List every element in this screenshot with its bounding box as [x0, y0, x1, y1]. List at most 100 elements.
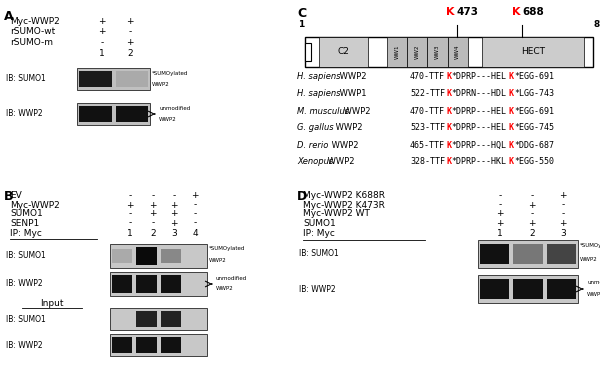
Text: K: K: [509, 107, 514, 115]
Text: C2: C2: [338, 47, 350, 57]
Text: -: -: [530, 209, 533, 219]
Bar: [305, 37, 593, 67]
Text: *SUMOylated: *SUMOylated: [152, 71, 188, 76]
Text: 870: 870: [594, 20, 600, 29]
Bar: [136, 275, 157, 293]
Text: *EGG-550: *EGG-550: [514, 158, 554, 166]
Text: 688: 688: [523, 7, 544, 17]
Text: K: K: [509, 73, 514, 81]
Text: 1: 1: [127, 229, 133, 238]
Text: *DPRP---HEL: *DPRP---HEL: [452, 73, 506, 81]
Text: K: K: [512, 7, 520, 17]
Text: -: -: [151, 192, 155, 201]
Text: +: +: [496, 219, 504, 228]
Bar: [112, 249, 132, 263]
Bar: [79, 71, 112, 87]
Bar: [112, 337, 132, 353]
Text: -: -: [530, 192, 533, 201]
Text: K: K: [446, 73, 451, 81]
Text: +: +: [528, 219, 536, 228]
Text: Input: Input: [40, 299, 64, 307]
Bar: [407, 37, 427, 67]
Bar: [161, 337, 181, 353]
Text: IB: SUMO1: IB: SUMO1: [6, 314, 46, 323]
Text: *DPRP---HQL: *DPRP---HQL: [452, 141, 506, 149]
Text: WW4: WW4: [455, 45, 460, 59]
Text: -: -: [193, 201, 197, 209]
Text: H. sapiens: H. sapiens: [297, 73, 341, 81]
Bar: [136, 247, 157, 265]
Text: 465-TTF: 465-TTF: [410, 141, 445, 149]
Bar: [136, 311, 157, 327]
Text: +: +: [191, 192, 199, 201]
Bar: [110, 244, 207, 268]
Text: 522-TTF: 522-TTF: [410, 90, 445, 98]
Text: A: A: [4, 10, 14, 23]
Text: -: -: [193, 209, 197, 219]
Text: Myc-WWP2 K473R: Myc-WWP2 K473R: [303, 201, 385, 209]
Bar: [319, 37, 368, 67]
Text: +: +: [496, 209, 504, 219]
Text: +: +: [149, 201, 157, 209]
Bar: [161, 249, 181, 263]
Bar: [161, 311, 181, 327]
Text: *DPRP---HEL: *DPRP---HEL: [452, 107, 506, 115]
Text: K: K: [446, 158, 451, 166]
Text: -: -: [562, 209, 565, 219]
Text: IB: WWP2: IB: WWP2: [299, 285, 335, 293]
Text: H. sapiens: H. sapiens: [297, 90, 341, 98]
Text: 3: 3: [560, 229, 566, 239]
Text: WWP1: WWP1: [337, 90, 367, 98]
Bar: [77, 103, 150, 125]
Text: +: +: [126, 201, 134, 209]
Text: D: D: [297, 190, 307, 203]
Text: SENP1: SENP1: [10, 219, 39, 228]
Text: WWP2: WWP2: [152, 82, 170, 87]
Text: B: B: [4, 190, 14, 203]
Text: WWP2: WWP2: [333, 124, 362, 132]
Text: 4: 4: [192, 229, 198, 238]
Text: K: K: [446, 7, 455, 17]
Text: +: +: [170, 209, 178, 219]
Text: WWP2: WWP2: [159, 117, 177, 122]
Text: EV: EV: [10, 192, 22, 201]
Text: +: +: [98, 17, 106, 27]
Text: 1: 1: [298, 20, 304, 29]
Bar: [480, 279, 509, 299]
Text: D. rerio: D. rerio: [297, 141, 328, 149]
Text: +: +: [528, 201, 536, 209]
Text: rSUMO-wt: rSUMO-wt: [10, 27, 55, 37]
Text: 1: 1: [99, 50, 105, 58]
Bar: [115, 71, 148, 87]
Text: WWP2: WWP2: [580, 257, 598, 262]
Text: -: -: [151, 219, 155, 228]
Text: IB: SUMO1: IB: SUMO1: [6, 252, 46, 260]
Bar: [110, 334, 207, 356]
Text: K: K: [446, 124, 451, 132]
Text: -: -: [193, 219, 197, 228]
Bar: [79, 106, 112, 122]
Text: IB: WWP2: IB: WWP2: [6, 110, 43, 118]
Text: WW1: WW1: [395, 45, 400, 59]
Text: 470-TTF: 470-TTF: [410, 107, 445, 115]
Text: -: -: [128, 192, 131, 201]
Text: -: -: [128, 27, 131, 37]
Text: unmodified: unmodified: [216, 276, 247, 280]
Bar: [480, 244, 509, 264]
Text: WW2: WW2: [415, 45, 420, 59]
Text: -: -: [128, 209, 131, 219]
Text: unmodified: unmodified: [159, 106, 190, 111]
Bar: [161, 275, 181, 293]
Bar: [112, 275, 132, 293]
Text: -: -: [499, 201, 502, 209]
Bar: [514, 244, 542, 264]
Text: +: +: [170, 219, 178, 228]
Text: 2: 2: [150, 229, 156, 238]
Bar: [514, 279, 542, 299]
Bar: [77, 68, 150, 90]
Bar: [427, 37, 448, 67]
Text: WWP2: WWP2: [325, 158, 355, 166]
Text: 328-TTF: 328-TTF: [410, 158, 445, 166]
Text: *DPRP---HKL: *DPRP---HKL: [452, 158, 506, 166]
Text: *LGG-743: *LGG-743: [514, 90, 554, 98]
